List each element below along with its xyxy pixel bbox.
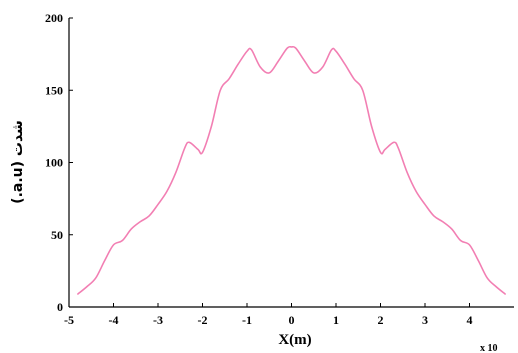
x-tick-label: 4 [467,313,473,327]
y-tick-label: 100 [45,156,63,170]
y-tick-label: 0 [57,300,63,314]
y-tick-label: 50 [51,228,63,242]
x-axis-label: X(m) [278,332,311,348]
x-tick-label: 0 [289,313,295,327]
x-tick-label: 2 [378,313,384,327]
x-tick-label: -3 [153,313,163,327]
axes [68,18,514,308]
y-tick-label: 150 [45,83,63,97]
y-tick-label: 200 [45,11,63,25]
x-tick-label: -5 [64,313,74,327]
x-axis-exponent: x 10 [480,343,498,353]
x-ticks: -5 -4 -3 -2 -1 0 1 2 3 4 [64,303,473,327]
x-tick-label: -4 [109,313,119,327]
y-ticks: 0 50 100 150 200 [45,11,73,314]
series-line [77,45,506,295]
y-axis-label: شدت (a.u.) [10,120,26,204]
x-tick-label: -2 [198,313,208,327]
x-tick-label: -1 [242,313,252,327]
x-tick-label: 3 [422,313,428,327]
x-tick-label: 1 [333,313,339,327]
